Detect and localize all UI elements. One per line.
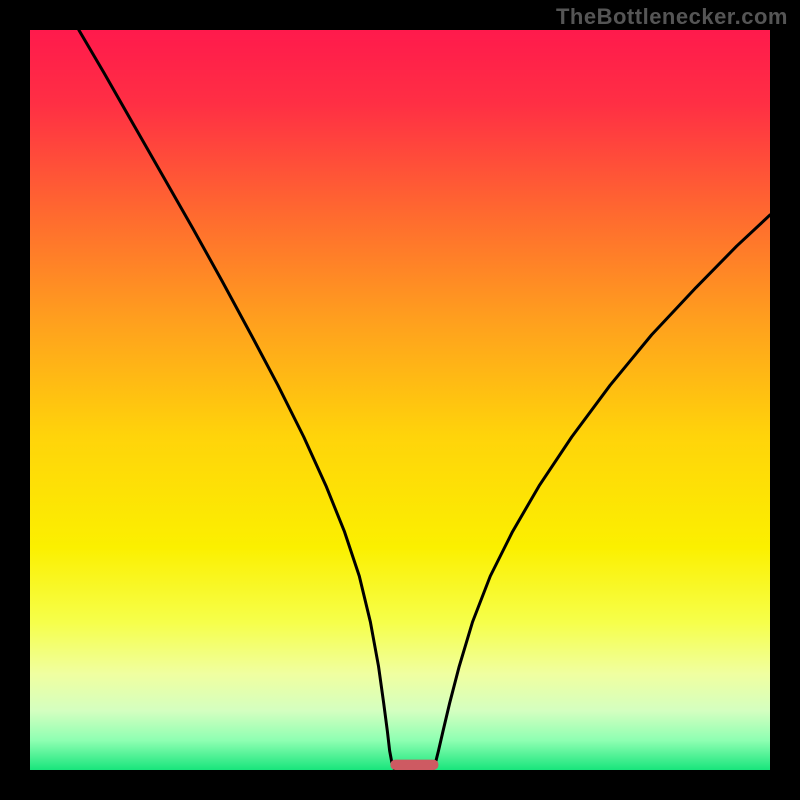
threshold-marker [390,760,438,770]
chart-frame: TheBottlenecker.com [0,0,800,800]
plot-area [30,30,770,770]
watermark-text: TheBottlenecker.com [556,4,788,30]
chart-svg [30,30,770,770]
gradient-background [30,30,770,770]
